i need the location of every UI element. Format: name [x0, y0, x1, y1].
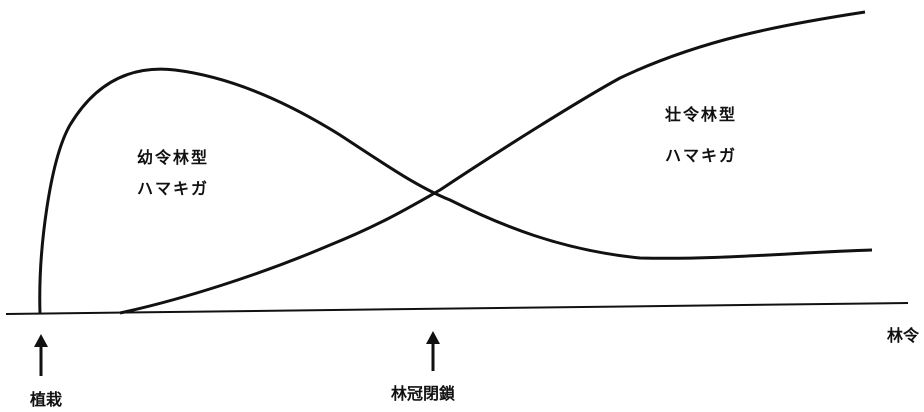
young-stand-curve	[38, 67, 873, 315]
canopy-closure-marker-label: 林冠閉鎖	[391, 384, 456, 403]
mature-stand-title: 壮令林型	[665, 105, 738, 124]
mature-stand-curve	[119, 10, 866, 315]
mature-stand-pest-label: ハマキガ	[665, 146, 738, 165]
canopy-closure-arrow-icon	[426, 331, 440, 371]
x-axis-line	[5, 302, 909, 315]
planting-marker-label: 植栽	[30, 390, 63, 409]
planting-arrow-icon	[34, 334, 48, 376]
x-axis-label: 林令	[887, 326, 920, 345]
young-stand-pest-label: ハマキガ	[137, 179, 210, 198]
young-stand-title: 幼令林型	[137, 148, 210, 167]
